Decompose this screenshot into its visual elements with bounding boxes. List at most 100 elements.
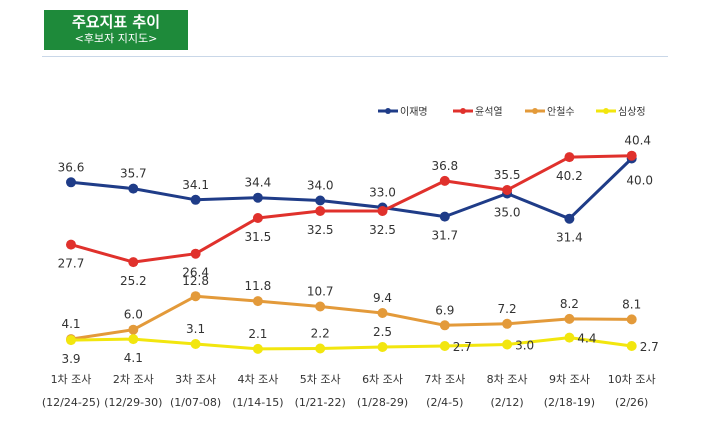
data-label-s1-1: 36.6 [58,160,85,174]
data-point-s1-2 [128,183,139,194]
chart-subtitle: <후보자 지지도> [74,32,158,45]
data-point-s4-7 [439,341,450,351]
data-label-s4-8: 3.0 [515,339,534,353]
data-label-s2-7: 36.8 [431,159,458,173]
data-point-s3-9 [564,313,575,324]
data-label-s2-10: 40.4 [624,134,651,148]
category-date-5: (1/21-22) [295,396,346,409]
data-label-s2-1: 27.7 [58,257,85,271]
category-date-3: (1/07-08) [170,396,221,409]
category-label-1: 1차 조사 [51,373,92,386]
data-label-s4-4: 2.1 [248,327,267,341]
data-label-s3-1: 4.1 [61,317,80,331]
legend-label-4: 심상정 [618,106,646,118]
legend-marker-4 [603,108,609,114]
data-label-s1-4: 34.4 [245,176,272,190]
data-label-s4-2: 4.1 [124,351,143,365]
data-label-s3-7: 6.9 [435,303,454,317]
category-label-6: 6차 조사 [362,373,403,386]
data-label-s3-5: 10.7 [307,285,334,299]
legend-marker-3 [532,108,538,114]
data-point-s4-5 [315,343,326,354]
data-label-s1-10: 40.0 [626,174,653,188]
data-point-s2-3 [190,248,201,259]
category-label-4: 4차 조사 [237,373,278,386]
data-label-s2-2: 25.2 [120,274,147,288]
legend-label-2: 윤석열 [475,106,503,118]
data-point-s1-1 [66,177,76,188]
data-label-s1-5: 34.0 [307,179,334,193]
data-point-s1-9 [564,213,575,224]
data-label-s1-7: 31.7 [431,229,458,243]
data-point-s3-2 [128,324,139,335]
category-date-7: (2/4-5) [426,396,463,409]
category-label-7: 7차 조사 [424,373,465,386]
data-label-s4-5: 2.2 [311,327,330,341]
data-label-s3-2: 6.0 [124,308,143,322]
data-label-s2-8: 35.5 [494,168,521,182]
series-line-2 [70,154,632,264]
data-label-s2-3: 26.4 [182,266,209,280]
data-label-s2-6: 32.5 [369,223,396,237]
category-label-2: 2차 조사 [113,373,154,386]
data-label-s4-10: 2.7 [640,340,659,354]
category-date-2: (12/29-30) [104,396,162,409]
data-point-s4-9 [564,332,575,343]
data-point-s2-8 [502,185,513,195]
data-point-s3-6 [377,308,388,318]
data-point-s3-10 [626,314,637,325]
data-point-s1-7 [439,211,450,222]
data-label-s1-9: 31.4 [556,231,583,245]
data-point-s2-9 [564,152,575,163]
data-point-s2-10 [626,150,637,161]
data-label-s4-6: 2.5 [373,325,392,339]
category-label-9: 9차 조사 [549,373,590,386]
title-divider [42,56,668,57]
data-label-s4-7: 2.7 [453,340,472,354]
series-line-3 [70,294,632,341]
data-point-s3-3 [190,291,201,302]
category-date-4: (1/14-15) [232,396,283,409]
data-label-s3-8: 7.2 [498,302,517,316]
data-label-s3-6: 9.4 [373,291,392,305]
data-point-s2-5 [315,206,326,216]
category-label-8: 8차 조사 [487,373,528,386]
data-point-s4-2 [128,334,139,345]
data-point-s3-7 [439,320,450,331]
data-point-s2-6 [377,206,388,216]
data-label-s1-6: 33.0 [369,186,396,200]
legend-marker-2 [460,108,466,114]
category-label-3: 3차 조사 [175,373,216,386]
data-point-s2-7 [439,175,450,186]
data-point-s3-4 [252,296,263,307]
series-line-1 [70,157,633,221]
data-point-s4-8 [502,339,513,350]
series-line-4 [70,336,632,351]
category-date-6: (1/28-29) [357,396,408,409]
data-label-s3-3: 12.8 [182,274,209,288]
category-date-10: (2/26) [615,396,648,409]
title-box: 주요지표 추이 <후보자 지지도> [44,10,188,50]
chart-title: 주요지표 추이 [71,13,161,31]
data-point-s4-3 [190,339,201,349]
data-label-s2-5: 32.5 [307,223,334,237]
data-label-s4-9: 4.4 [577,332,596,346]
data-point-s3-5 [315,301,326,312]
data-label-s4-3: 3.1 [186,322,205,336]
category-date-9: (2/18-19) [544,396,595,409]
data-label-s1-8: 35.0 [494,206,521,220]
legend-label-3: 안철수 [547,106,575,118]
data-label-s1-2: 35.7 [120,167,147,181]
data-label-s1-3: 34.1 [182,178,209,192]
data-point-s4-4 [252,343,263,354]
data-label-s4-1: 3.9 [61,352,80,366]
data-point-s4-1 [66,335,76,346]
category-label-10: 10차 조사 [608,373,656,386]
data-point-s2-2 [128,257,139,268]
legend-label-1: 이재명 [400,106,428,118]
category-label-5: 5차 조사 [300,373,341,386]
data-point-s2-4 [252,213,263,223]
category-date-1: (12/24-25) [42,396,100,409]
category-date-8: (2/12) [490,396,523,409]
